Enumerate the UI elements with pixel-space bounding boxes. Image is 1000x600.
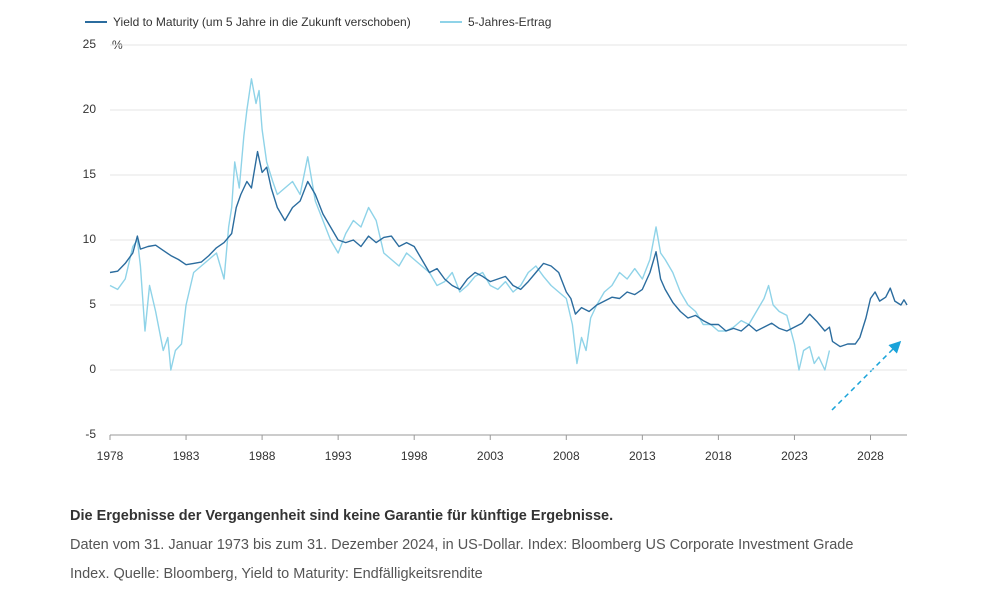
y-tick-label: 15: [83, 167, 97, 181]
x-tick-label: 2008: [553, 449, 580, 463]
y-tick-label: 10: [83, 232, 97, 246]
x-tick-label: 1988: [249, 449, 276, 463]
legend-label: 5-Jahres-Ertrag: [468, 15, 551, 29]
x-tick-label: 1983: [173, 449, 200, 463]
legend-label: Yield to Maturity (um 5 Jahre in die Zuk…: [113, 15, 411, 29]
x-tick-label: 2023: [781, 449, 808, 463]
x-tick-label: 2028: [857, 449, 884, 463]
y-tick-label: 0: [89, 362, 96, 376]
source-line: Index. Quelle: Bloomberg, Yield to Matur…: [70, 566, 483, 582]
series-line: [109, 78, 831, 371]
x-tick-label: 2003: [477, 449, 504, 463]
y-tick-label: 25: [83, 37, 97, 51]
disclaimer: Die Ergebnisse der Vergangenheit sind ke…: [70, 508, 614, 524]
source-line: Daten vom 31. Januar 1973 bis zum 31. De…: [70, 537, 854, 553]
series-line: [109, 150, 908, 348]
y-tick-label: -5: [85, 427, 96, 441]
y-tick-label: 5: [89, 297, 96, 311]
y-tick-label: 20: [83, 102, 97, 116]
x-tick-label: 2018: [705, 449, 732, 463]
x-tick-label: 1993: [325, 449, 352, 463]
trend-arrow: [831, 340, 902, 411]
notes: Die Ergebnisse der Vergangenheit sind ke…: [70, 502, 970, 589]
x-tick-label: 2013: [629, 449, 656, 463]
x-tick-label: 1998: [401, 449, 428, 463]
x-tick-label: 1978: [97, 449, 124, 463]
